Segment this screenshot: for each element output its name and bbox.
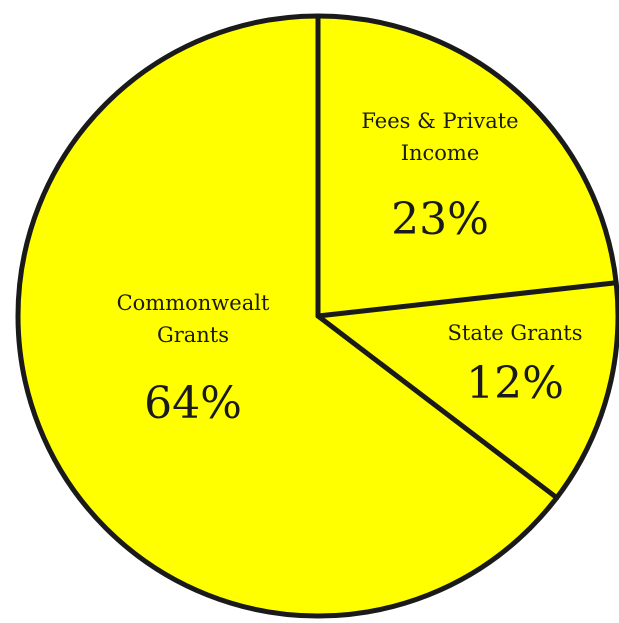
slice-divider-2 <box>315 280 619 319</box>
pie-slice-3 <box>18 16 557 616</box>
slice-1-label-line-1: Fees & Private <box>361 109 518 133</box>
slice-2-label-line-1: State Grants <box>448 321 583 345</box>
pie-slice-1 <box>318 16 617 316</box>
slice-1-percent: 23% <box>391 194 489 245</box>
slice-3-percent: 64% <box>144 378 242 429</box>
pie-slice-2 <box>318 282 618 498</box>
slice-3-label-line-1: Commonwealt <box>117 291 270 315</box>
slice-divider-3 <box>315 313 560 501</box>
slice-2-percent: 12% <box>466 358 564 409</box>
slice-3-label-line-2: Grants <box>157 323 229 347</box>
slice-1-label-line-2: Income <box>401 141 480 165</box>
